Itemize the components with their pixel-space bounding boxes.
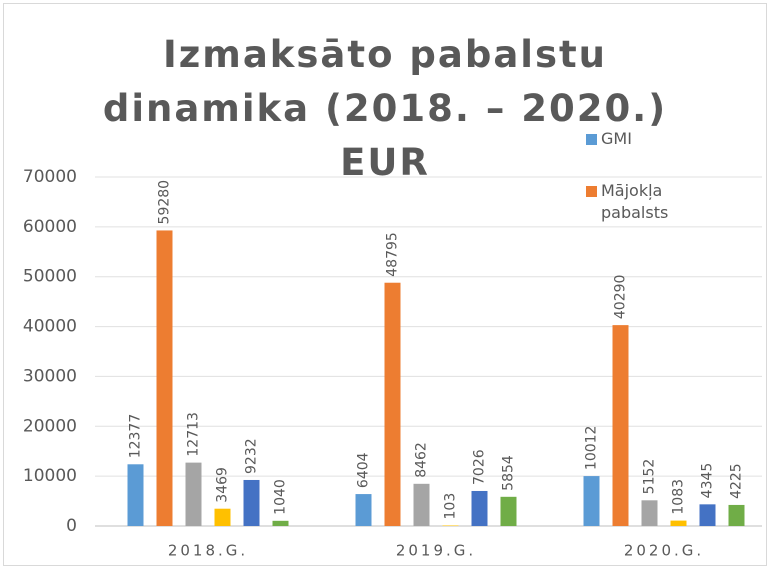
data-label: 9232 — [244, 438, 260, 474]
x-tick-label: 2018.G. — [168, 542, 248, 560]
bar — [384, 282, 401, 526]
chart-title: Izmaksāto pabalstu dinamika (2018. – 202… — [102, 33, 668, 184]
bar — [471, 490, 488, 526]
bar — [127, 464, 144, 526]
legend-label: Mājokļa pabalsts — [601, 181, 669, 222]
bar — [670, 520, 687, 526]
data-label: 3469 — [215, 467, 231, 503]
y-tick-label: 20000 — [23, 416, 77, 436]
data-label: 6404 — [356, 452, 372, 488]
bar — [699, 504, 716, 526]
bar — [355, 494, 372, 526]
data-label: 4345 — [700, 463, 716, 499]
data-label: 4225 — [729, 463, 745, 499]
data-label: 7026 — [472, 449, 488, 485]
data-label: 5854 — [501, 455, 517, 491]
y-tick-label: 0 — [66, 516, 77, 536]
legend-entry: GMI — [586, 128, 716, 150]
y-tick-label: 60000 — [23, 217, 77, 237]
x-tick-label: 2019.G. — [396, 542, 476, 560]
data-label: 1083 — [671, 479, 687, 515]
bar — [243, 479, 260, 526]
y-tick-label: 70000 — [23, 167, 77, 187]
data-label: 103 — [443, 493, 459, 520]
data-label: 8462 — [414, 442, 430, 478]
data-label: 59280 — [157, 180, 173, 225]
y-tick-label: 30000 — [23, 366, 77, 386]
y-tick-label: 40000 — [23, 317, 77, 337]
bar — [156, 230, 173, 527]
legend-label: GMI — [601, 129, 632, 148]
data-label: 48795 — [385, 232, 401, 277]
x-tick-label: 2020.G. — [624, 542, 704, 560]
bar — [728, 504, 745, 526]
bar — [185, 462, 202, 526]
legend-swatch — [586, 134, 597, 145]
bar — [583, 476, 600, 526]
y-tick-label: 50000 — [23, 267, 77, 287]
data-label: 12713 — [186, 412, 202, 457]
bar — [500, 496, 517, 526]
data-label: 10012 — [584, 426, 600, 471]
y-tick-label: 10000 — [23, 466, 77, 486]
data-label: 40290 — [613, 275, 629, 320]
bar — [214, 508, 231, 526]
legend-swatch — [586, 186, 597, 197]
data-label: 1040 — [273, 479, 289, 515]
data-label: 12377 — [128, 414, 144, 459]
bar — [612, 325, 629, 526]
bar — [272, 520, 289, 526]
bar — [413, 483, 430, 526]
legend-entry: Mājokļa pabalsts — [586, 180, 716, 224]
bar — [442, 525, 459, 526]
chart-border — [3, 3, 767, 566]
data-label: 5152 — [642, 459, 658, 495]
bar — [641, 500, 658, 526]
